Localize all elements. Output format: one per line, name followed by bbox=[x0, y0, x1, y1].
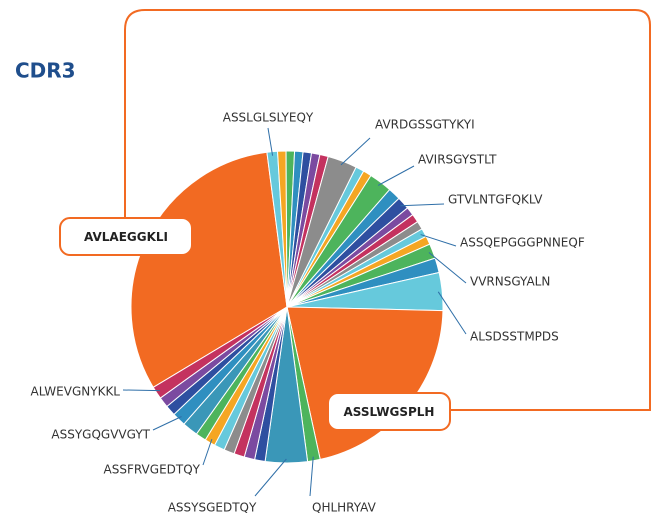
slice-label: ASSFRVGEDTQY bbox=[104, 463, 201, 477]
leader-line bbox=[202, 438, 213, 466]
leader-line bbox=[340, 137, 371, 166]
slice-label: ASSQEPGGGPNNEQF bbox=[460, 236, 585, 250]
label-box bbox=[59, 217, 193, 256]
leader-line bbox=[254, 458, 287, 497]
leader-line bbox=[267, 127, 274, 156]
slice-label: AVIRSGYSTLT bbox=[418, 153, 497, 167]
slice-label: VVRNSGYALN bbox=[470, 275, 550, 289]
leader-line bbox=[437, 291, 467, 335]
slice-label: ASSLGLSLYEQY bbox=[223, 111, 314, 125]
slice-label: ASSYSGEDTQY bbox=[168, 501, 257, 515]
slice-label: AVRDGSSGTYKYI bbox=[375, 118, 475, 132]
chart-title: CDR3 bbox=[15, 59, 76, 83]
slice-label: GTVLNTGFQKLV bbox=[448, 193, 543, 207]
slice-label: ALWEVGNYKKL bbox=[31, 385, 121, 399]
slice-label: ASSYGQGVVGYT bbox=[51, 428, 150, 442]
pie-slice bbox=[152, 306, 288, 399]
slice-label: ASSLWGSPLH bbox=[344, 405, 435, 419]
leader-line bbox=[152, 416, 182, 431]
leader-line bbox=[428, 252, 467, 284]
slice-label: AVLAEGGKLI bbox=[84, 230, 168, 244]
slice-label: QHLHRYAV bbox=[312, 501, 377, 515]
leader-line bbox=[309, 456, 314, 497]
slice-label: ALSDSSTMPDS bbox=[470, 330, 559, 344]
leader-line bbox=[400, 203, 445, 207]
callout-frame bbox=[124, 9, 651, 411]
label-box bbox=[327, 392, 451, 431]
leader-line bbox=[122, 389, 161, 392]
leader-line bbox=[420, 234, 457, 247]
leader-line bbox=[377, 165, 415, 186]
